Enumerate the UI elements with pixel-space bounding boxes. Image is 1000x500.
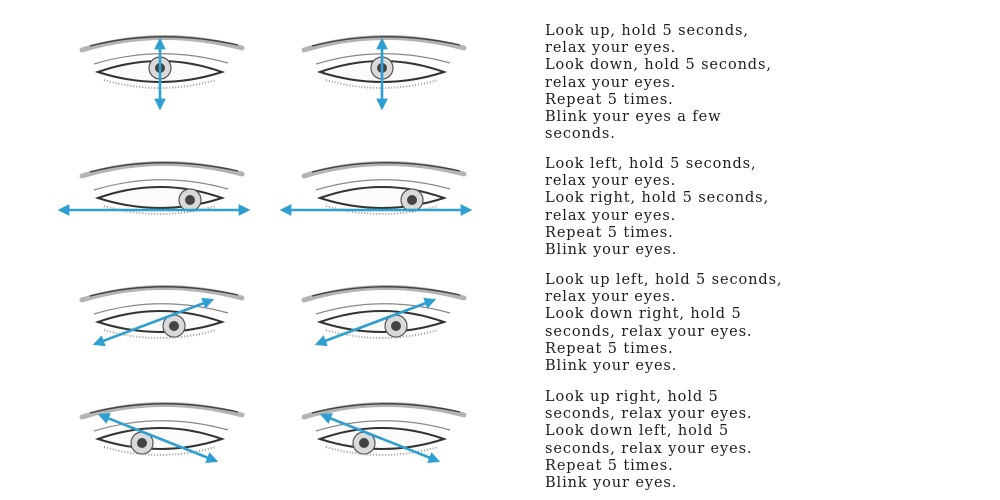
eye-outline [316, 310, 448, 333]
instruction-line: seconds. [545, 126, 616, 143]
instruction-line: Look up, hold 5 seconds, [545, 23, 749, 39]
instruction-line: Repeat 5 times. [545, 340, 674, 357]
double-arrow [314, 297, 437, 347]
exercise-diagonal-one-instructions: Look up left, hold 5 seconds, relax your… [545, 272, 985, 375]
double-arrow [92, 297, 215, 347]
eye-diagonal-up-left [301, 401, 467, 463]
eye-illustrations [57, 34, 473, 463]
eyebrow-line [89, 403, 239, 414]
pupil [137, 438, 147, 448]
instruction-line: Look left, hold 5 seconds, [545, 156, 757, 172]
instruction-line: relax your eyes. [545, 74, 677, 91]
eyebrow-line [89, 286, 239, 297]
pupil [169, 321, 179, 331]
eye-outline [316, 186, 448, 209]
exercise-up-down-instructions: Look up, hold 5 seconds, relax your eyes… [545, 23, 985, 143]
eyebrow [301, 160, 467, 179]
pupil [359, 438, 369, 448]
eyebrow [79, 401, 245, 420]
double-arrow [97, 413, 219, 463]
instruction-line: Repeat 5 times. [545, 457, 674, 474]
pupil [407, 195, 417, 205]
eyebrow-line [311, 162, 461, 173]
instruction-line: relax your eyes. [545, 207, 677, 224]
eyebrow-line [311, 403, 461, 414]
eye-horizontal [57, 160, 251, 216]
eye-outline [94, 310, 226, 333]
instruction-line: Look down right, hold 5 [545, 306, 742, 323]
eye-outline [94, 186, 226, 209]
instruction-line: seconds, relax your eyes. [545, 406, 753, 423]
eyebrow [79, 34, 245, 53]
instruction-line: Blink your eyes a few [545, 109, 722, 126]
lower-lashes [103, 79, 217, 89]
eyebrow [301, 284, 467, 303]
pupil [185, 195, 195, 205]
instruction-line: Blink your eyes. [545, 358, 678, 375]
instruction-line: Repeat 5 times. [545, 91, 674, 108]
eyebrow-line [89, 36, 239, 47]
instruction-line: relax your eyes. [545, 173, 677, 190]
eye-vertical [79, 34, 245, 111]
eye-diagonal-up-right [79, 284, 245, 347]
exercise-left-right-instructions: Look left, hold 5 seconds, relax your ey… [545, 156, 985, 259]
instruction-line: Look right, hold 5 seconds, [545, 190, 769, 207]
instruction-line: Blink your eyes. [545, 242, 678, 259]
eyebrow-line [311, 36, 461, 47]
eye-diagonal-up-left [79, 401, 245, 463]
instruction-line: seconds, relax your eyes. [545, 323, 753, 340]
eyelid-crease [315, 179, 451, 191]
instruction-line: seconds, relax your eyes. [545, 440, 753, 457]
eyelid-crease [93, 179, 229, 191]
double-arrow [319, 413, 441, 463]
eyebrow-line [89, 162, 239, 173]
eyebrow [79, 160, 245, 179]
exercise-diagonal-two-instructions: Look up right, hold 5 seconds, relax you… [545, 389, 985, 492]
instruction-line: Blink your eyes. [545, 475, 678, 492]
instruction-line: Look up right, hold 5 [545, 389, 719, 405]
eyebrow [301, 401, 467, 420]
eyebrow [301, 34, 467, 53]
instruction-line: relax your eyes. [545, 289, 677, 306]
eyebrow [79, 284, 245, 303]
instruction-line: Look down, hold 5 seconds, [545, 57, 772, 74]
eye-horizontal [279, 160, 473, 216]
pupil [391, 321, 401, 331]
instruction-line: Repeat 5 times. [545, 224, 674, 241]
instruction-line: Look down left, hold 5 [545, 423, 730, 440]
instruction-line: Look up left, hold 5 seconds, [545, 272, 783, 288]
instruction-line: relax your eyes. [545, 40, 677, 57]
eye-diagonal-up-right [301, 284, 467, 347]
lower-lashes [325, 79, 439, 89]
eye-vertical [301, 34, 467, 111]
eyebrow-line [311, 286, 461, 297]
